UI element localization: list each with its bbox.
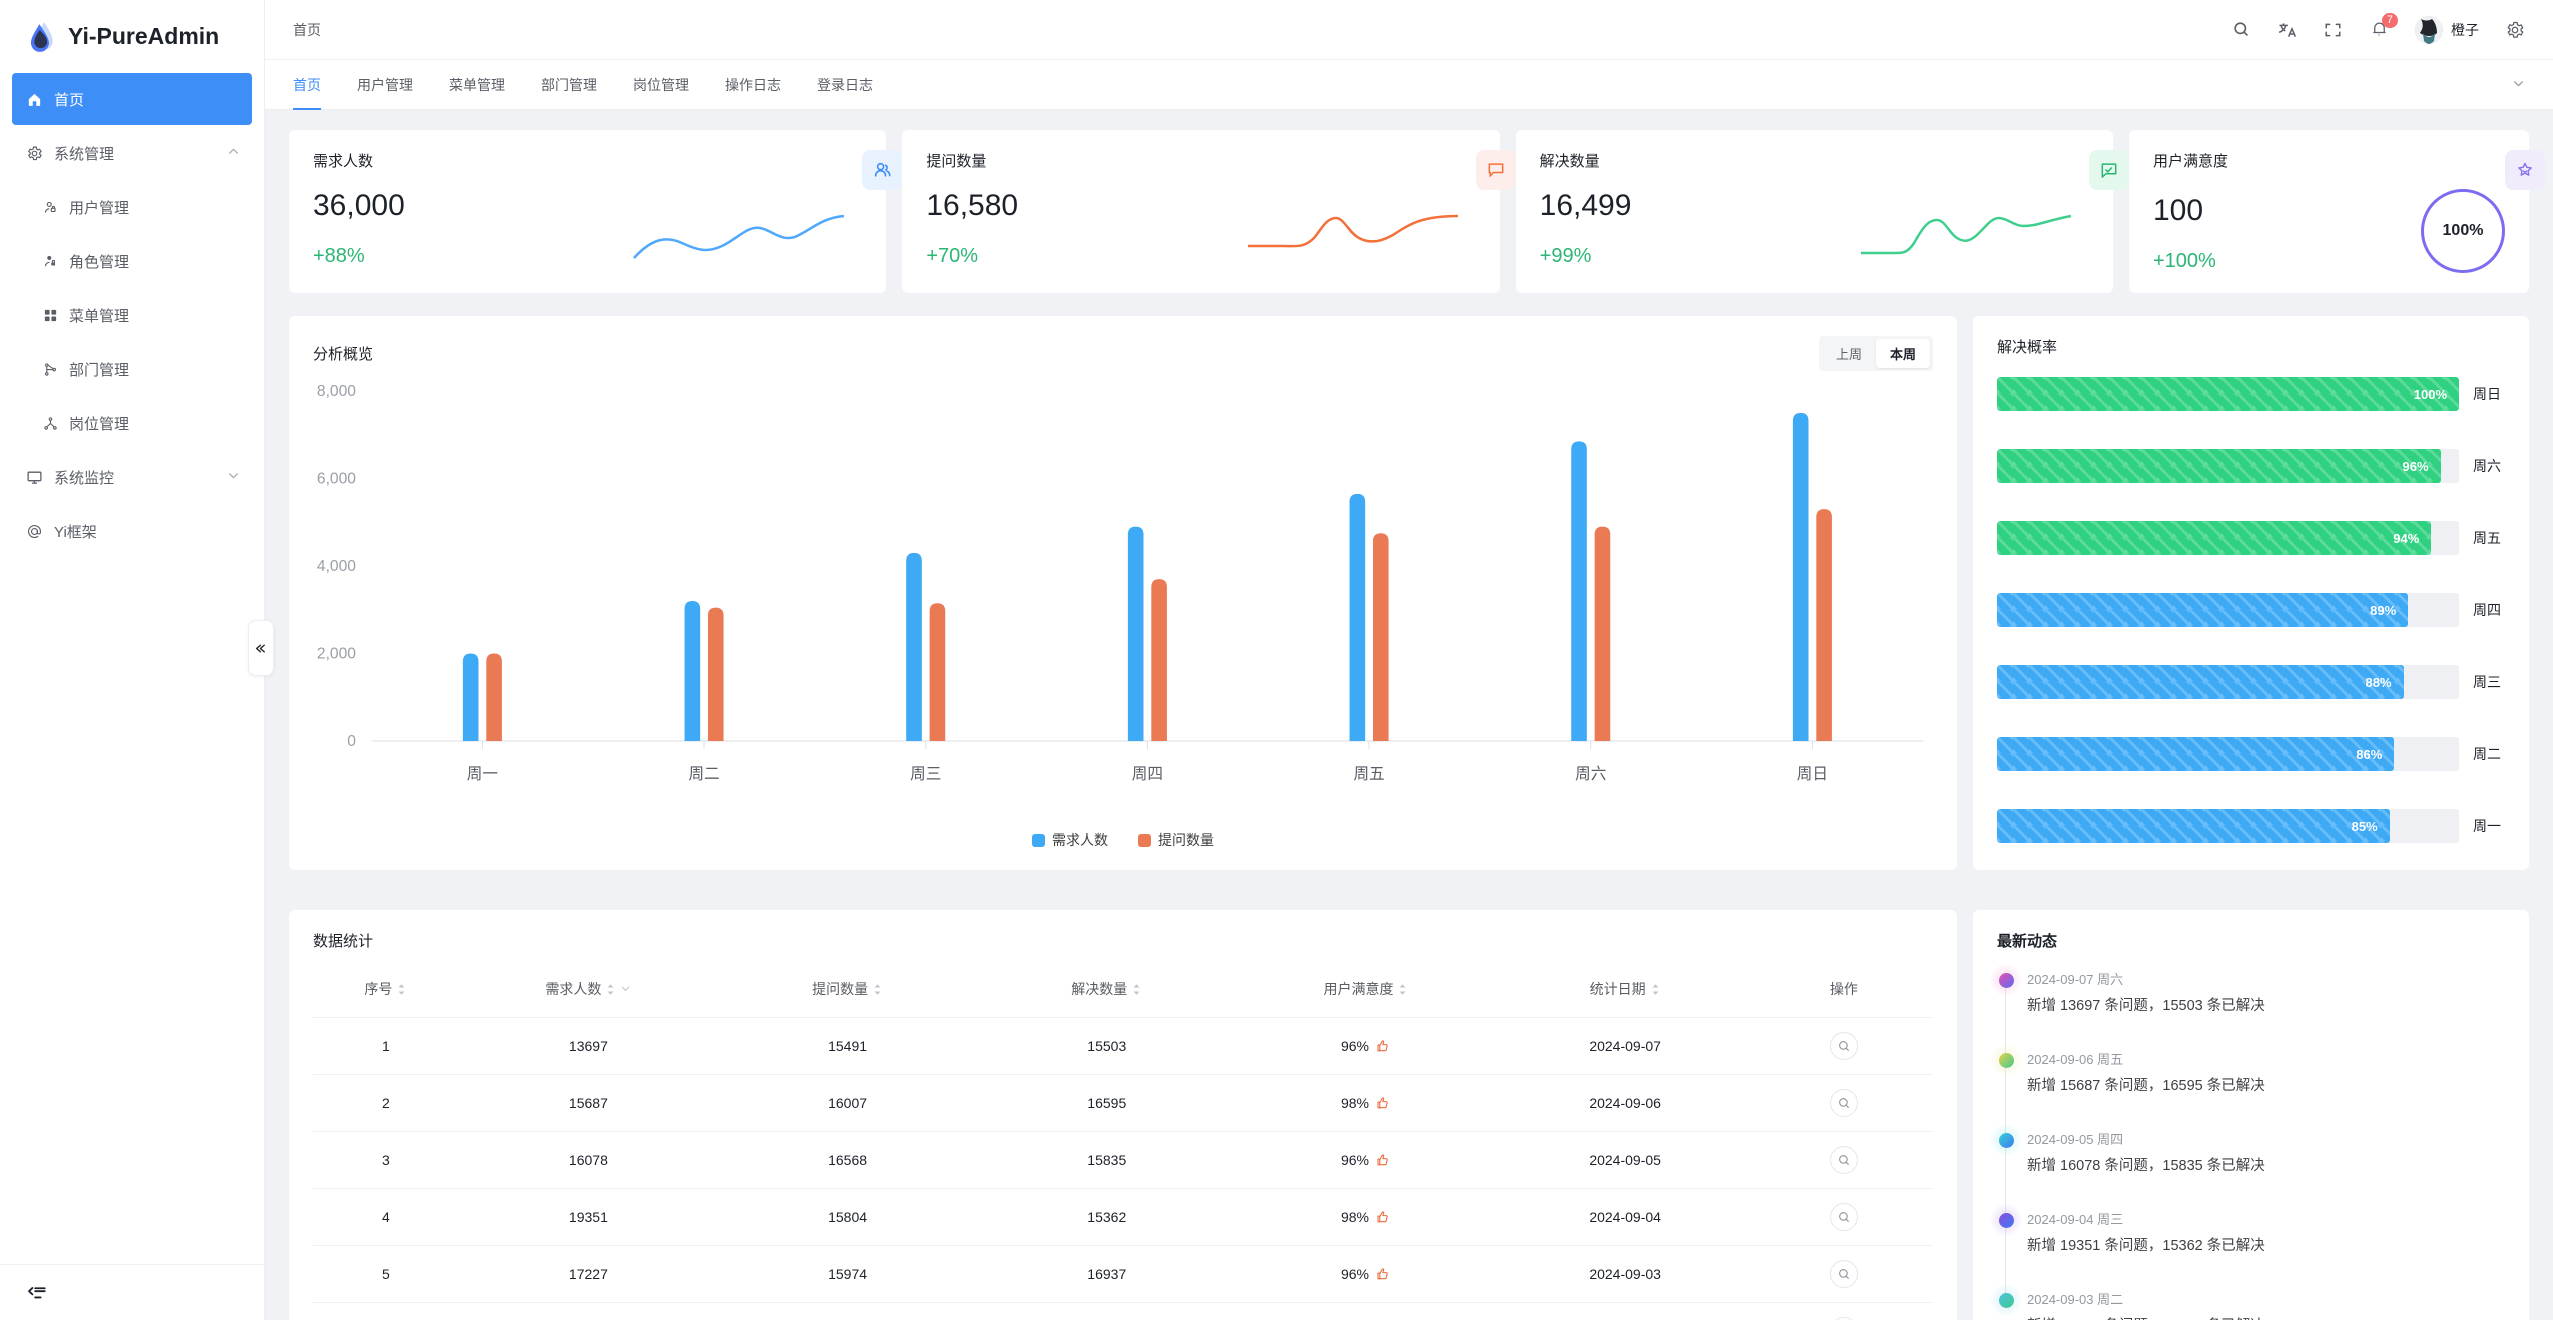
svg-text:周五: 周五: [1353, 766, 1384, 783]
svg-text:周三: 周三: [910, 766, 941, 783]
svg-text:4,000: 4,000: [317, 558, 356, 575]
svg-text:周日: 周日: [1797, 766, 1828, 783]
svg-text:周四: 周四: [1132, 766, 1163, 783]
svg-text:周六: 周六: [1575, 765, 1606, 783]
svg-text:2,000: 2,000: [317, 645, 356, 662]
svg-text:周一: 周一: [467, 766, 498, 783]
svg-text:6,000: 6,000: [317, 470, 356, 487]
svg-text:周二: 周二: [688, 766, 719, 783]
svg-text:0: 0: [347, 733, 356, 750]
svg-text:8,000: 8,000: [317, 383, 356, 400]
